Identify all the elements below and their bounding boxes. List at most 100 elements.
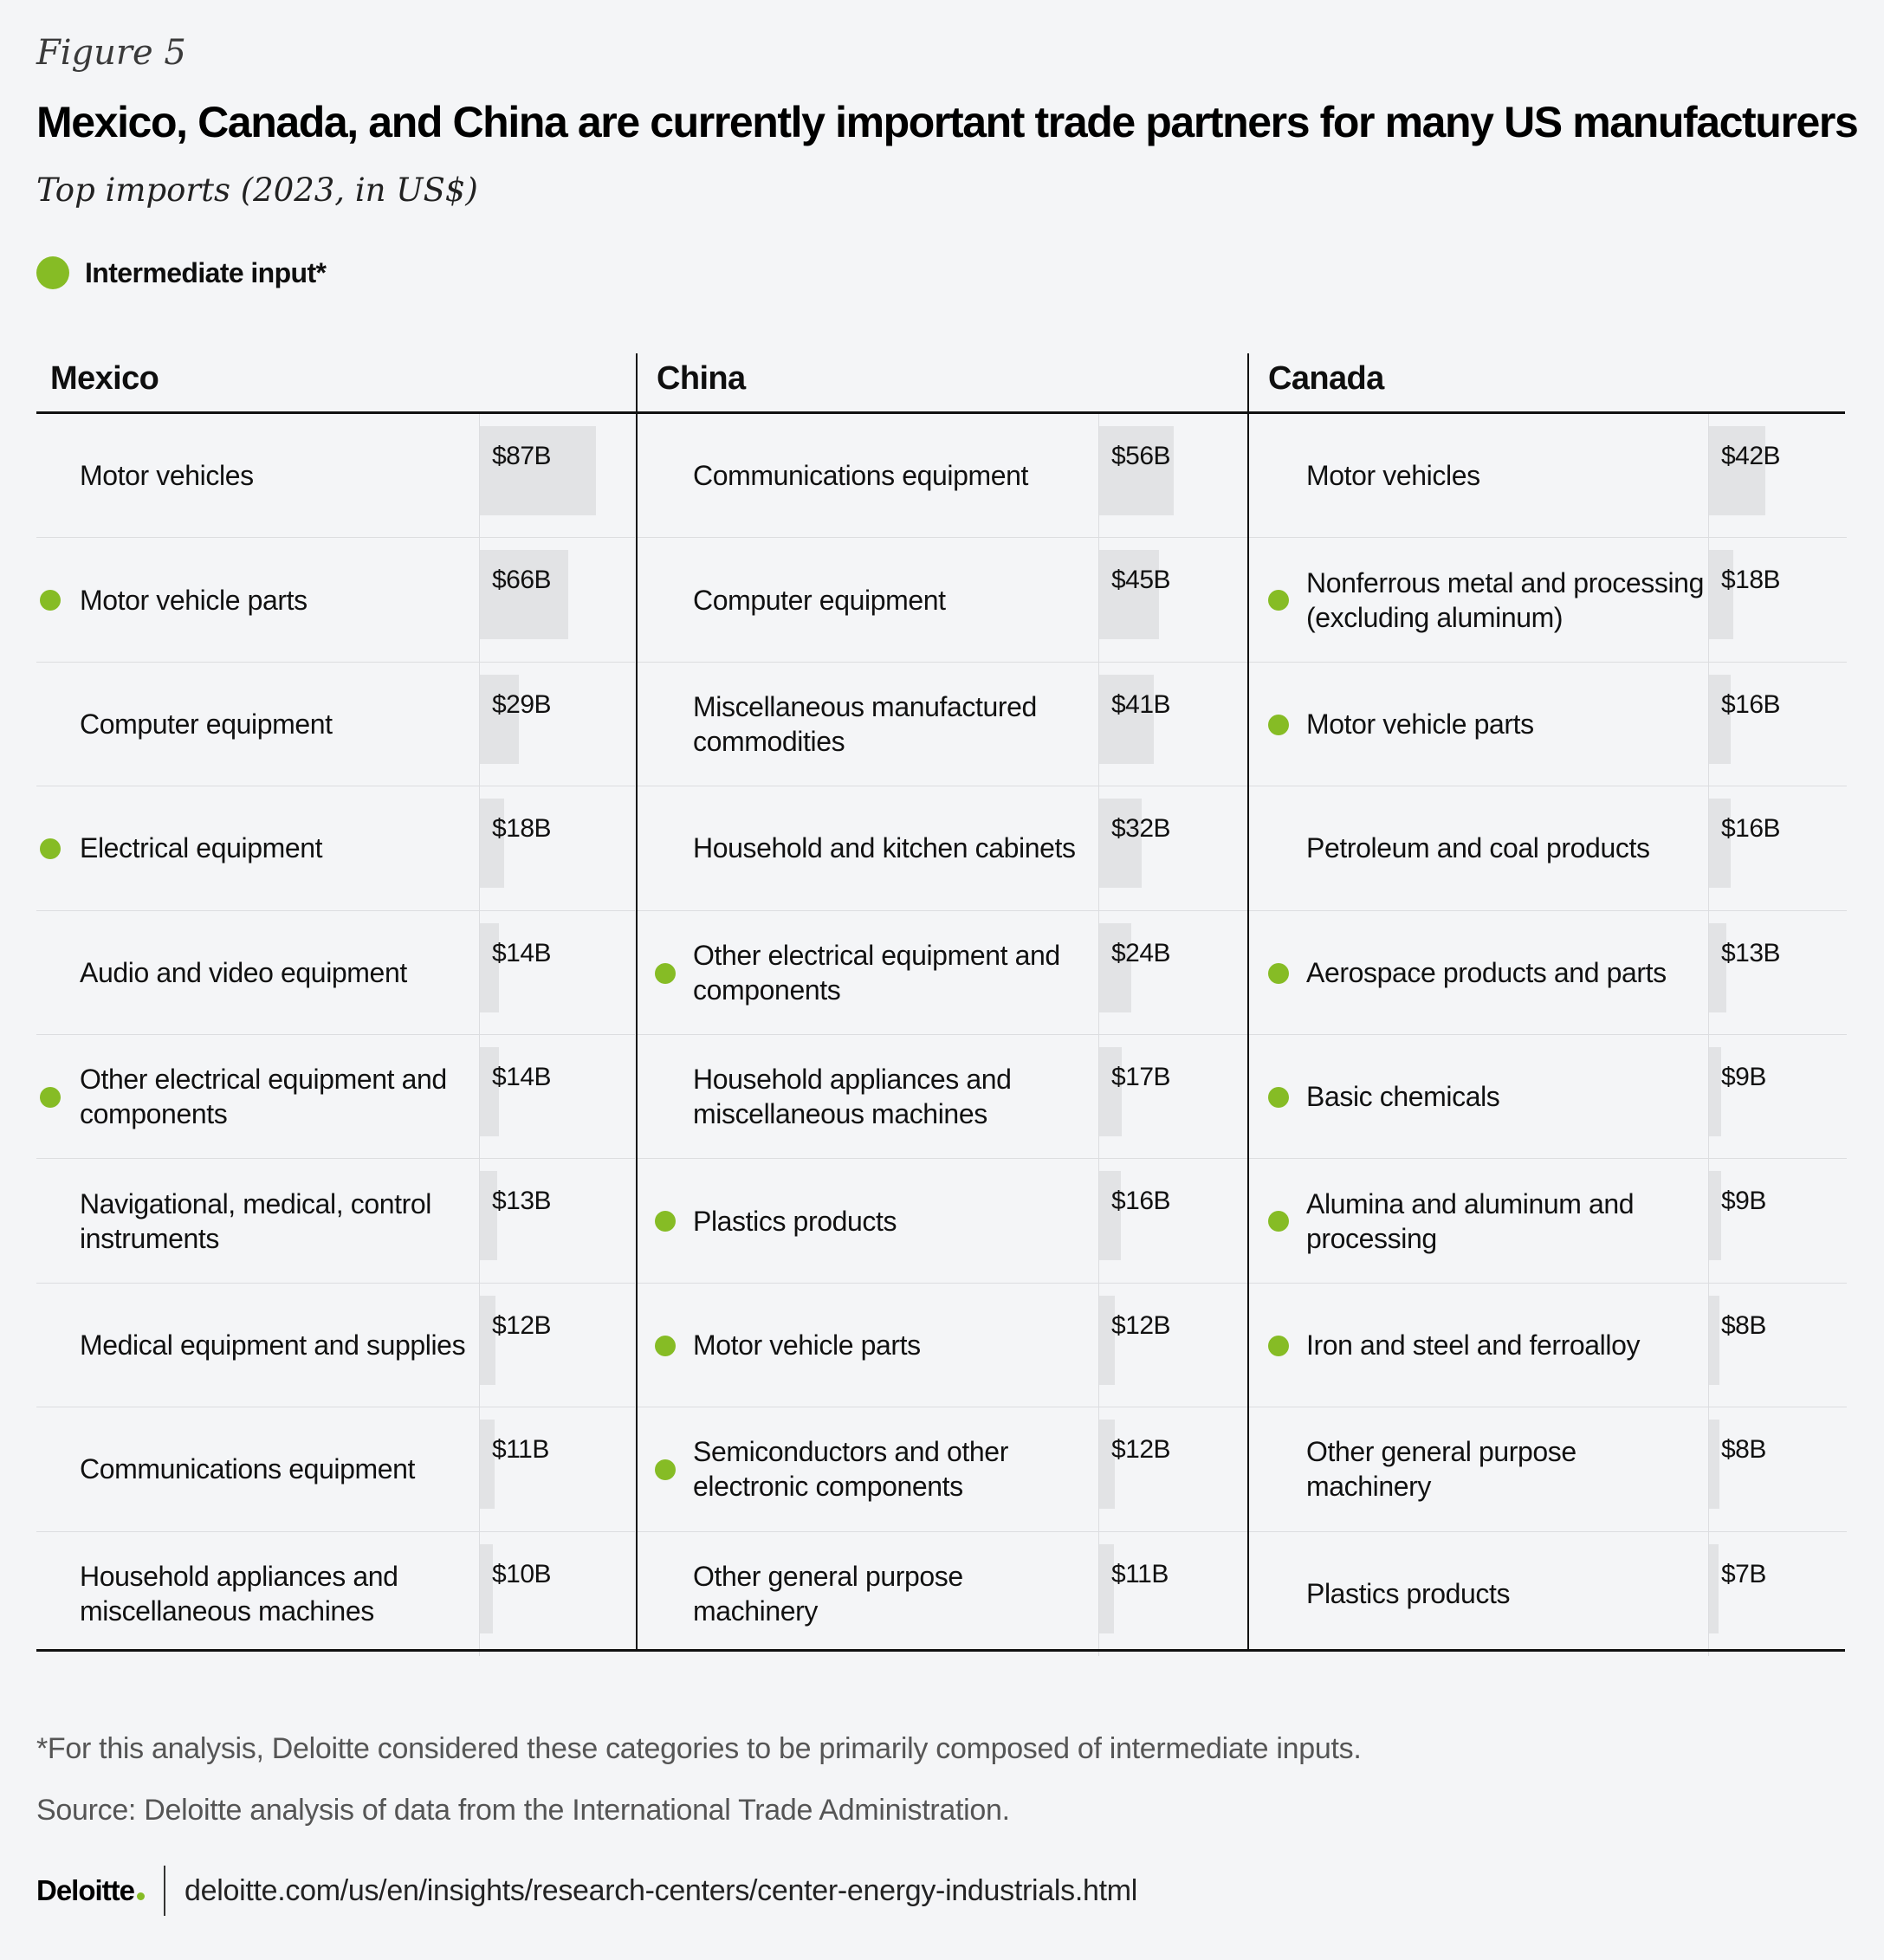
intermediate-dot-icon <box>1268 1335 1289 1356</box>
bar-cell: $42B <box>1708 414 1781 538</box>
value-label: $24B <box>1111 938 1171 967</box>
bar-cell: $8B <box>1708 1283 1766 1407</box>
bar-cell: $17B <box>1098 1034 1171 1159</box>
value-bar <box>1709 1543 1719 1633</box>
table-row: Petroleum and coal products $16B <box>1249 786 1847 911</box>
table-row: Miscellaneous manufactured commodities $4… <box>638 662 1249 787</box>
bar-cell: $32B <box>1098 786 1171 910</box>
value-bar <box>1709 550 1733 640</box>
bar-cell: $9B <box>1708 1034 1766 1159</box>
value-label: $8B <box>1721 1310 1766 1340</box>
table-row: Motor vehicle parts $66B <box>36 538 635 663</box>
value-bar <box>1099 799 1143 889</box>
value-bar <box>480 1420 495 1510</box>
footnote: *For this analysis, Deloitte considered … <box>36 1732 1362 1765</box>
table-row: Nonferrous metal and processing (excludi… <box>1249 538 1847 663</box>
bar-cell: $13B <box>1708 910 1781 1034</box>
table-row: Computer equipment $45B <box>638 538 1249 663</box>
table-row: Semiconductors and other electronic comp… <box>638 1407 1249 1532</box>
value-label: $16B <box>1111 1187 1171 1216</box>
bottom-rule <box>36 1649 1845 1652</box>
category-label: Communications equipment <box>80 1453 416 1485</box>
table-row: Motor vehicle parts $12B <box>638 1283 1249 1408</box>
category-label: Petroleum and coal products <box>1306 832 1650 864</box>
value-label: $18B <box>492 814 552 844</box>
value-label: $12B <box>492 1310 552 1340</box>
value-label: $8B <box>1721 1435 1766 1465</box>
figure-label: Figure 5 <box>36 33 186 73</box>
table-row: Other general purpose machinery $8B <box>1249 1407 1847 1532</box>
value-label: $87B <box>492 442 552 470</box>
category-label: Motor vehicles <box>80 460 254 492</box>
value-label: $42B <box>1721 442 1781 470</box>
country-column-mexico: Mexico Motor vehicles $87B Motor vehicle p… <box>36 353 635 1656</box>
intermediate-dot-icon <box>655 1335 676 1356</box>
intermediate-dot-icon <box>40 838 61 860</box>
value-label: $9B <box>1721 1062 1766 1091</box>
value-label: $17B <box>1111 1062 1171 1091</box>
country-header: Mexico <box>50 360 159 397</box>
brand-name: Deloitte <box>36 1874 135 1906</box>
value-label: $7B <box>1721 1559 1766 1588</box>
category-label: Computer equipment <box>80 708 333 740</box>
bar-cell: $10B <box>479 1531 552 1656</box>
category-label: Plastics products <box>1306 1578 1511 1610</box>
value-bar <box>1709 426 1765 515</box>
table-row: Motor vehicles $87B <box>36 414 635 539</box>
table-row: Basic chemicals $9B <box>1249 1034 1847 1160</box>
category-label: Communications equipment <box>693 460 1029 492</box>
value-bar <box>1709 1295 1720 1385</box>
category-label: Basic chemicals <box>1306 1081 1500 1113</box>
value-bar <box>1099 550 1160 640</box>
table-row: Plastics products $16B <box>638 1159 1249 1284</box>
bar-cell: $12B <box>1098 1407 1171 1531</box>
table-row: Motor vehicles $42B <box>1249 414 1847 539</box>
value-label: $13B <box>492 1187 552 1216</box>
bar-cell: $12B <box>479 1283 552 1407</box>
category-label: Alumina and aluminum and processing <box>1306 1187 1635 1254</box>
bar-cell: $56B <box>1098 414 1175 538</box>
header-rule <box>36 411 1845 414</box>
footer: Deloitte deloitte.com/us/en/insights/res… <box>36 1866 1137 1916</box>
value-label: $41B <box>1111 689 1171 719</box>
country-column-canada: Canada Motor vehicles $42B Nonferrous meta… <box>1247 353 1847 1656</box>
footer-url[interactable]: deloitte.com/us/en/insights/research-cen… <box>185 1873 1138 1907</box>
value-label: $11B <box>1111 1559 1169 1588</box>
table-row: Other electrical equipment and component… <box>638 910 1249 1035</box>
value-label: $11B <box>492 1435 549 1465</box>
value-label: $56B <box>1111 442 1171 470</box>
intermediate-dot-icon <box>1268 714 1289 735</box>
intermediate-dot-icon <box>655 1459 676 1481</box>
category-label: Motor vehicle parts <box>80 584 308 616</box>
intermediate-dot-icon <box>1268 962 1289 984</box>
bar-cell: $11B <box>1098 1531 1169 1656</box>
value-bar <box>1099 1543 1114 1633</box>
bar-cell: $14B <box>479 1034 552 1159</box>
bar-cell: $13B <box>479 1159 552 1283</box>
table-row: Iron and steel and ferroalloy $8B <box>1249 1283 1847 1408</box>
value-bar <box>1099 1046 1123 1136</box>
table-row: Other electrical equipment and component… <box>36 1034 635 1160</box>
value-bar <box>480 550 568 640</box>
value-bar <box>480 1171 498 1261</box>
bar-cell: $24B <box>1098 910 1171 1034</box>
rows: Motor vehicles $87B Motor vehicle parts $66… <box>36 414 635 1656</box>
value-bar <box>1709 922 1727 1012</box>
imports-table: Mexico Motor vehicles $87B Motor vehicle p… <box>36 353 1847 1656</box>
table-row: Communications equipment $11B <box>36 1407 635 1532</box>
footer-divider <box>164 1866 166 1916</box>
bar-cell: $18B <box>479 786 552 910</box>
value-label: $18B <box>1721 566 1781 595</box>
country-column-china: China Communications equipment $56B Comput… <box>636 353 1249 1656</box>
intermediate-dot-icon <box>40 1086 61 1108</box>
chart-subtitle: Top imports (2023, in US$) <box>36 171 478 209</box>
value-bar <box>1099 922 1131 1012</box>
category-label: Computer equipment <box>693 584 946 616</box>
category-label: Miscellaneous manufactured commodities <box>693 690 1037 757</box>
value-bar <box>480 1295 496 1385</box>
value-bar <box>1099 1295 1116 1385</box>
category-label: Plastics products <box>693 1205 897 1237</box>
bar-cell: $9B <box>1708 1159 1766 1283</box>
bar-cell: $11B <box>479 1407 549 1531</box>
category-label: Semiconductors and other electronic comp… <box>693 1436 1008 1503</box>
